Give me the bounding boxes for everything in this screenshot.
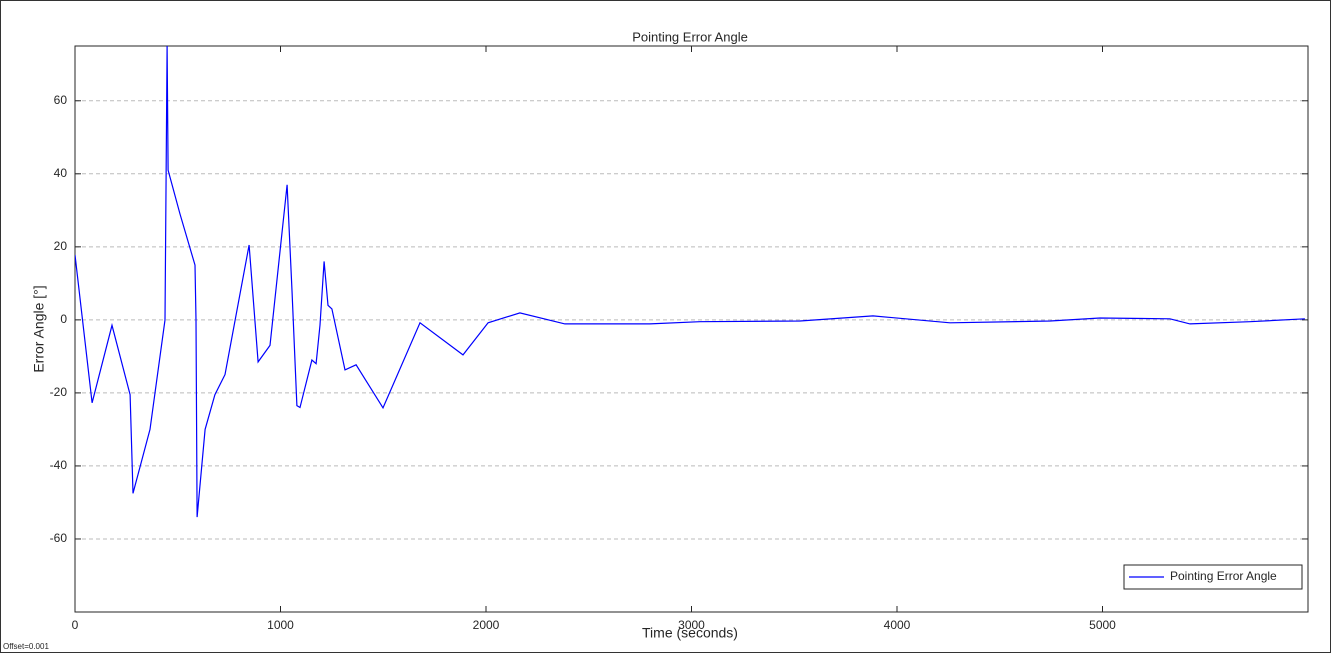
plot-lines bbox=[75, 46, 1305, 518]
annotation: Offset=0.001 bbox=[3, 642, 49, 651]
x-axis-label: Time (seconds) bbox=[642, 625, 738, 641]
legend-label: Pointing Error Angle bbox=[1170, 569, 1277, 583]
legend-box bbox=[1123, 564, 1303, 590]
y-tick-label: 0 bbox=[60, 312, 67, 326]
data-line bbox=[75, 46, 1305, 518]
plot-area bbox=[74, 45, 1309, 613]
y-tick-label: 40 bbox=[54, 166, 68, 180]
x-tick-label: 1000 bbox=[267, 618, 294, 632]
x-tick-label: 4000 bbox=[884, 618, 911, 632]
x-tick-label: 2000 bbox=[473, 618, 500, 632]
y-axis-label: Error Angle [°] bbox=[31, 285, 47, 372]
y-tick-label: -20 bbox=[50, 385, 68, 399]
x-tick-label: 5000 bbox=[1089, 618, 1116, 632]
x-tick-label: 3000 bbox=[678, 618, 705, 632]
chart-title: Pointing Error Angle bbox=[632, 29, 748, 44]
y-tick-label: 60 bbox=[54, 93, 68, 107]
y-tick-label: -60 bbox=[50, 531, 68, 545]
y-tick-label: 20 bbox=[54, 239, 68, 253]
y-tick-label: -40 bbox=[50, 458, 68, 472]
x-tick-label: 0 bbox=[72, 618, 79, 632]
